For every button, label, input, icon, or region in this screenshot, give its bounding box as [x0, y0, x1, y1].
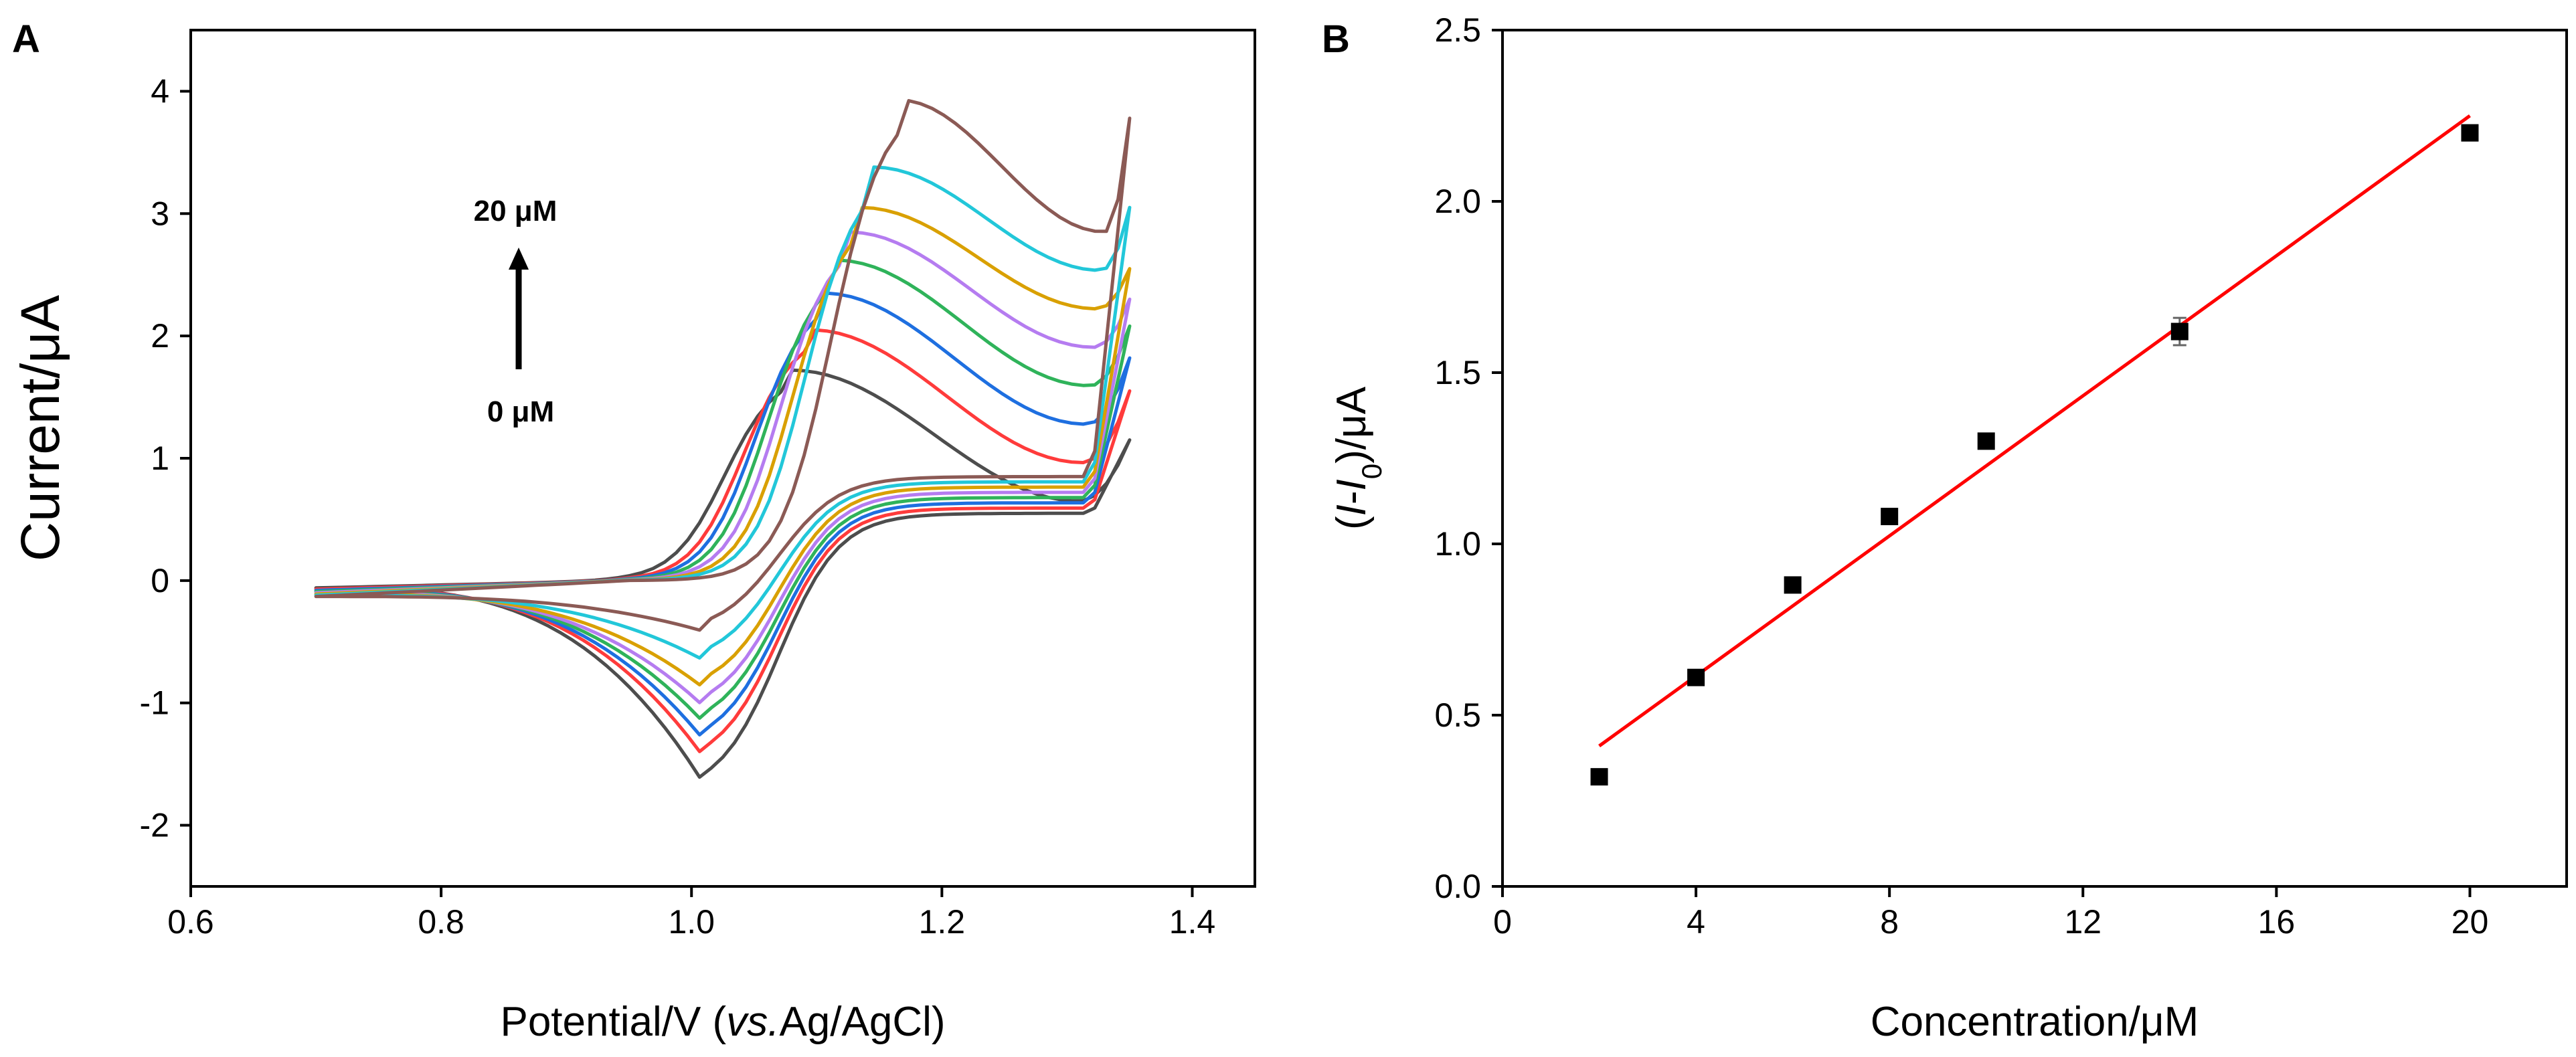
data-point	[1784, 576, 1802, 594]
y-tick-label-a: 3	[151, 195, 169, 232]
fit-line	[1598, 114, 2471, 748]
data-points	[1590, 124, 2479, 786]
x-tick-label-a: 1.2	[919, 903, 966, 941]
x-tick-label-a: 0.6	[167, 903, 214, 941]
data-point	[2461, 124, 2479, 142]
y-tick-labels-b: 0.0 0.5 1.0 1.5 2.0 2.5	[1434, 11, 1481, 905]
cv-curve	[314, 230, 1132, 704]
y-axis-title-b-open: (	[1328, 516, 1375, 530]
x-axis-title-a: Potential/V (vs.Ag/AgCl)	[500, 999, 945, 1045]
data-point	[2170, 322, 2188, 341]
arrow-head	[509, 248, 529, 270]
panel-a: A 0.6 0.8 1.0 1.2 1.4 -2 -1 0 1 2 3 4 20 μM 0 μM P…	[10, 17, 1256, 1045]
x-tick-labels-b: 0 4 8 12 16 20	[1493, 903, 2488, 941]
x-axis-title-a-italic: vs.	[726, 999, 779, 1045]
y-tick-label-b: 1.0	[1434, 525, 1481, 563]
y-tick-label-b: 0.5	[1434, 696, 1481, 734]
y-tick-label-a: 2	[151, 317, 169, 355]
y-axis-title-a: Current/μA	[10, 295, 71, 561]
x-tick-label-b: 16	[2258, 903, 2296, 941]
y-axis-title-b-close: )/μA	[1328, 386, 1375, 464]
data-point	[1881, 508, 1899, 526]
data-point	[1977, 432, 1995, 450]
y-axis-title-b-sub: 0	[1356, 464, 1387, 479]
y-axis-title-b: (I-I0)/μA	[1328, 386, 1387, 530]
y-tick-label-a: -1	[140, 684, 169, 722]
y-tick-label-a: 1	[151, 440, 169, 477]
y-tick-labels-a: -2 -1 0 1 2 3 4	[140, 72, 169, 844]
cv-curves	[314, 99, 1132, 779]
fit-line-group	[1598, 114, 2471, 748]
panel-letter-b: B	[1322, 17, 1350, 61]
x-tick-label-b: 8	[1880, 903, 1899, 941]
y-tick-label-a: 4	[151, 72, 169, 110]
annotation-bottom: 0 μM	[487, 395, 554, 428]
axis-ticks-a	[180, 90, 1194, 897]
y-tick-label-b: 2.5	[1434, 11, 1481, 49]
x-tick-label-b: 0	[1493, 903, 1512, 941]
cv-curve	[314, 328, 1132, 753]
y-tick-label-a: 0	[151, 562, 169, 599]
x-tick-label-b: 20	[2452, 903, 2489, 941]
x-tick-label-a: 1.4	[1169, 903, 1216, 941]
axis-ticks-b	[1492, 29, 2472, 897]
x-tick-label-a: 0.8	[418, 903, 464, 941]
x-axis-title-b: Concentration/μM	[1871, 999, 2199, 1045]
x-tick-labels-a: 0.6 0.8 1.0 1.2 1.4	[167, 903, 1215, 941]
annotation-top: 20 μM	[474, 195, 557, 227]
y-tick-label-b: 2.0	[1434, 183, 1481, 220]
data-point	[1687, 668, 1705, 686]
data-point	[1590, 768, 1608, 786]
x-tick-label-b: 12	[2064, 903, 2101, 941]
y-tick-label-b: 0.0	[1434, 868, 1481, 905]
panel-b: B 0 4 8 12 16 20 0.0 0.5 1.0 1.5 2.0 2.5 Concentra…	[1322, 11, 2568, 1045]
x-axis-title-a-suffix: Ag/AgCl)	[779, 999, 945, 1045]
x-axis-title-a-prefix: Potential/V (	[500, 999, 726, 1045]
y-axis-title-b-i1: I	[1328, 504, 1375, 516]
y-axis-title-b-dash: -	[1328, 491, 1375, 505]
y-axis-title-b-i2: I	[1328, 479, 1375, 490]
y-tick-label-a: -2	[140, 807, 169, 844]
plot-frame-b	[1501, 29, 2568, 888]
y-tick-label-b: 1.5	[1434, 354, 1481, 391]
x-tick-label-b: 4	[1687, 903, 1705, 941]
cv-curve	[314, 258, 1132, 720]
cv-curve	[314, 99, 1132, 632]
panel-letter-a: A	[12, 17, 40, 61]
x-tick-label-a: 1.0	[668, 903, 715, 941]
